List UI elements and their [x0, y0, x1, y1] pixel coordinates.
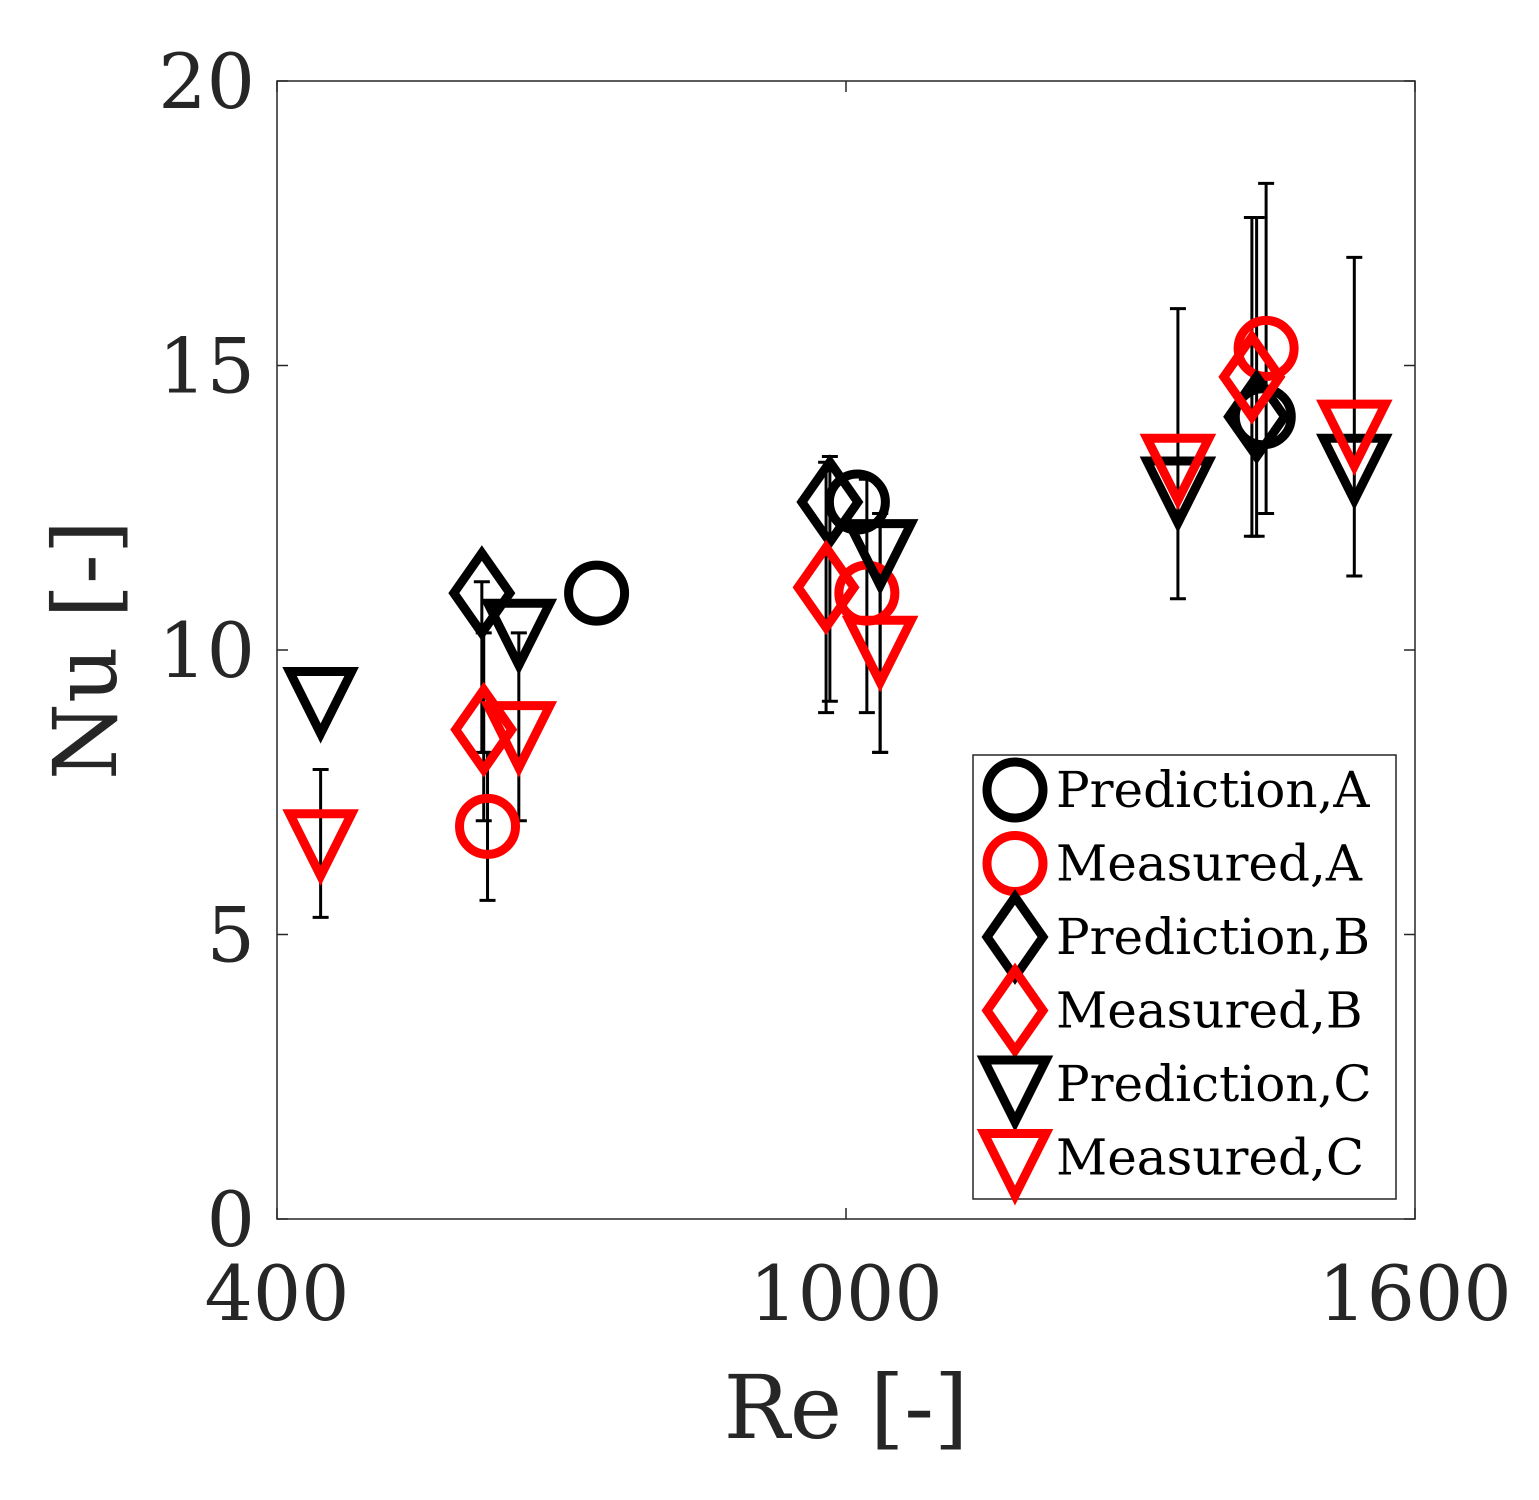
legend-marker-prediction-a [982, 757, 1048, 823]
data-point-prediction-b [796, 454, 864, 550]
data-point-prediction-c [480, 598, 558, 676]
data-point-prediction-c [841, 519, 919, 596]
y-tick-label: 20 [158, 37, 255, 126]
data-point-prediction-b [448, 545, 516, 641]
data-point-measured-b [1218, 329, 1286, 425]
legend: Prediction,A Measured,A Prediction,B Measur… [972, 754, 1397, 1206]
legend-marker-measured-c [976, 1129, 1054, 1206]
y-tick-label: 5 [207, 891, 255, 980]
data-point-measured-c [480, 701, 558, 778]
legend-marker-prediction-c [976, 1055, 1054, 1133]
x-axis-label: Re [-] [724, 1356, 969, 1459]
legend-label: Measured,A [1056, 835, 1363, 893]
legend-item-prediction-b: Prediction,B [981, 889, 1370, 985]
error-bar [1258, 181, 1275, 515]
x-tick-label: 1000 [749, 1249, 942, 1338]
legend-item-prediction-a: Prediction,A [982, 757, 1370, 823]
legend-label: Prediction,B [1056, 908, 1370, 966]
data-point-prediction-c [1139, 456, 1217, 534]
legend-item-measured-a: Measured,A [982, 831, 1363, 896]
legend-marker-measured-b [981, 962, 1049, 1059]
axis-ticks: 400 1000 1600 0 5 10 15 20 [158, 37, 1511, 1338]
legend-item-prediction-c: Prediction,C [976, 1055, 1372, 1133]
y-tick-label: 0 [207, 1175, 255, 1264]
data-point-measured-c [282, 809, 359, 886]
y-tick-label: 15 [158, 322, 255, 411]
data-point-measured-b [450, 681, 518, 778]
legend-item-measured-b: Measured,B [981, 962, 1363, 1059]
data-point-measured-a [455, 793, 521, 859]
x-tick-label: 400 [204, 1249, 349, 1338]
y-axis-label: Nu [-] [34, 520, 137, 780]
data-point-prediction-a [564, 560, 630, 626]
data-markers [282, 315, 1393, 886]
legend-box [972, 754, 1397, 1200]
legend-item-measured-c: Measured,C [976, 1129, 1364, 1206]
data-point-measured-c [1139, 433, 1217, 511]
data-point-measured-c [1316, 399, 1393, 477]
error-bar [312, 767, 329, 919]
x-tick-label: 1600 [1318, 1249, 1511, 1338]
legend-label: Measured,C [1056, 1129, 1364, 1187]
legend-label: Prediction,C [1056, 1055, 1372, 1113]
legend-label: Prediction,A [1056, 761, 1370, 819]
data-point-measured-a [1233, 315, 1299, 381]
error-bar [1346, 255, 1363, 578]
data-point-measured-c [841, 615, 919, 693]
legend-label: Measured,B [1056, 982, 1363, 1040]
data-point-measured-b [792, 539, 860, 636]
y-tick-label: 10 [158, 606, 255, 695]
data-point-prediction-c [282, 667, 359, 744]
data-point-prediction-c [1316, 433, 1393, 511]
error-bar [1169, 307, 1186, 601]
